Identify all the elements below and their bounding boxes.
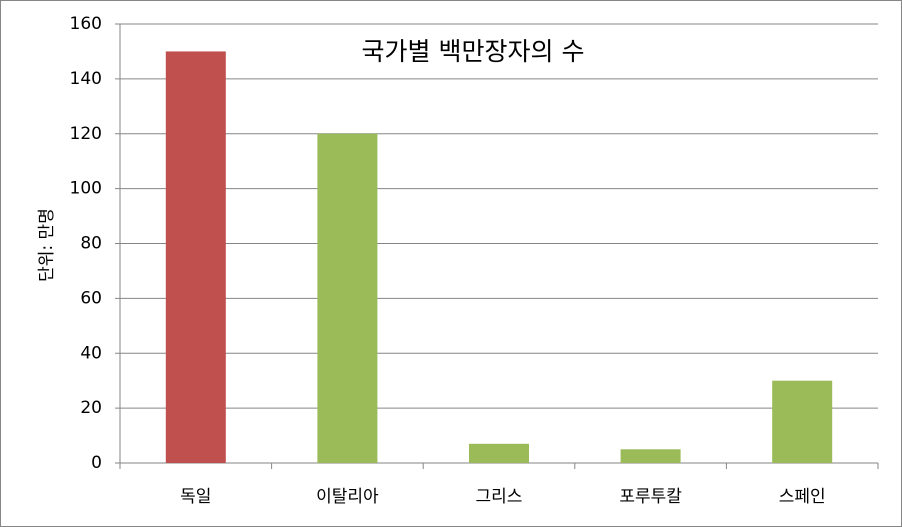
y-tick-label: 40 — [80, 343, 102, 363]
y-tick-label: 120 — [70, 124, 102, 144]
y-tick-label: 100 — [70, 179, 102, 199]
y-tick-label: 160 — [70, 14, 102, 34]
bar — [317, 133, 378, 463]
y-tick-label: 80 — [80, 234, 102, 254]
x-tick-label: 그리스 — [476, 487, 523, 507]
y-tick-label: 60 — [80, 288, 102, 308]
x-tick-label: 스페인 — [779, 487, 826, 507]
chart-title: 국가별 백만장자의 수 — [362, 37, 585, 66]
x-tick-label: 이탈리아 — [316, 487, 379, 507]
x-tick-label: 독일 — [180, 487, 211, 507]
bar — [469, 443, 529, 463]
x-tick-label: 포루투칼 — [619, 487, 682, 507]
bar — [620, 449, 681, 463]
y-tick-label: 20 — [80, 398, 102, 418]
y-tick-label: 0 — [91, 453, 102, 473]
y-axis-label: 단위: 만명 — [37, 208, 57, 282]
y-tick-label: 140 — [70, 69, 102, 89]
bar — [165, 51, 226, 463]
bar — [772, 380, 833, 463]
